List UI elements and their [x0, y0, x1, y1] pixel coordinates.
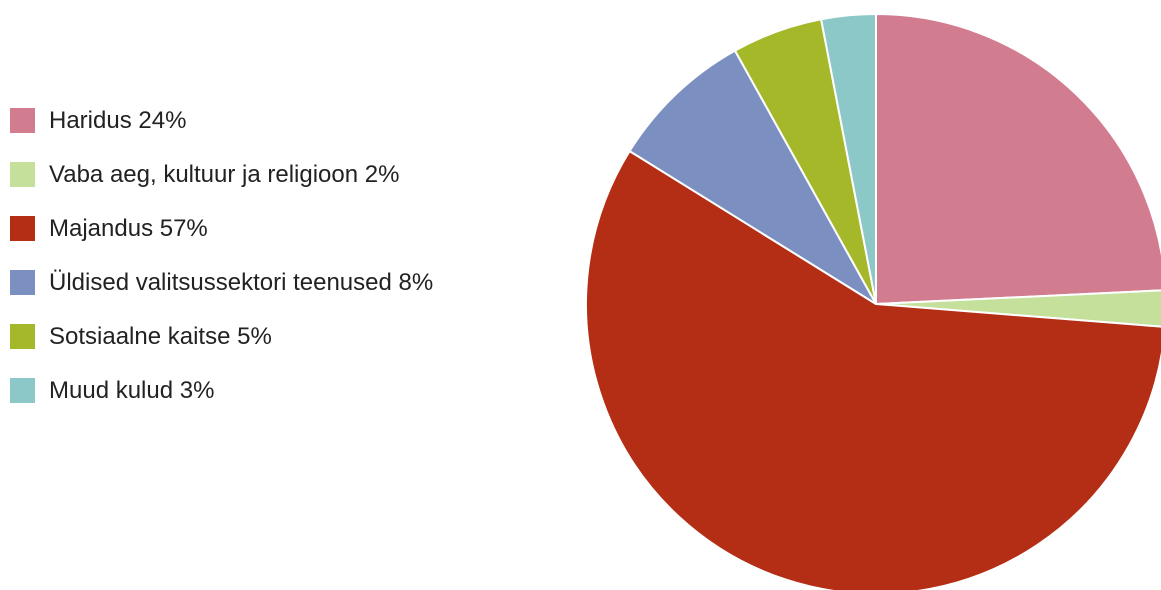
pie-slice-haridus — [876, 14, 1161, 304]
pie-slices — [586, 14, 1161, 590]
